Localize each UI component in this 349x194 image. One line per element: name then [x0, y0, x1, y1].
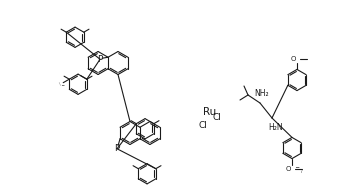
- Text: Cl: Cl: [213, 113, 221, 121]
- Text: ╲: ╲: [58, 83, 60, 87]
- Text: O: O: [290, 56, 296, 62]
- Text: P: P: [114, 144, 120, 153]
- Text: P: P: [97, 55, 103, 64]
- Text: Ru: Ru: [203, 107, 217, 117]
- Text: NH₂: NH₂: [255, 89, 269, 99]
- Text: ─: ─: [61, 84, 64, 88]
- Text: O: O: [285, 166, 291, 171]
- Text: /: /: [301, 170, 303, 174]
- Text: ─: ─: [295, 166, 299, 171]
- Text: H₂N: H₂N: [268, 124, 283, 133]
- Text: Cl: Cl: [199, 120, 207, 130]
